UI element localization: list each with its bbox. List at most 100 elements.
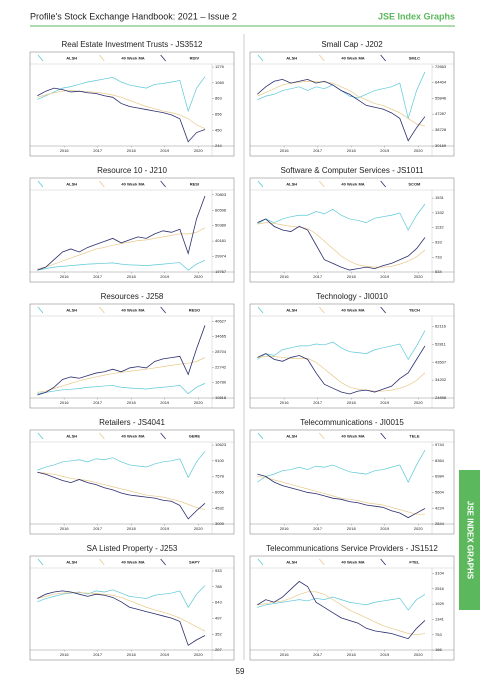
y-tick-label: 1069 bbox=[215, 80, 225, 85]
y-tick-label: 1132 bbox=[435, 225, 444, 230]
y-tick-label: 64404 bbox=[435, 79, 447, 84]
x-tick-label: 2020 bbox=[414, 652, 424, 657]
y-tick-label: 9744 bbox=[435, 442, 445, 447]
y-tick-label: 40181 bbox=[215, 238, 227, 243]
x-tick-label: 2020 bbox=[414, 274, 424, 279]
x-tick-label: 2019 bbox=[380, 400, 390, 405]
x-tick-label: 2019 bbox=[160, 274, 170, 279]
y-tick-label: 656 bbox=[215, 112, 222, 117]
y-tick-label: 72663 bbox=[435, 64, 447, 69]
legend-swatch bbox=[99, 558, 105, 566]
chart-title: Retailers - JS4041 bbox=[99, 418, 165, 427]
legend-swatch bbox=[319, 306, 325, 314]
x-tick-label: 2017 bbox=[93, 652, 103, 657]
chart-frame bbox=[249, 51, 455, 157]
legend-swatch bbox=[160, 432, 166, 440]
legend-label: 40 Week MA bbox=[121, 56, 144, 61]
header-title: Profile's Stock Exchange Handbook: 2021 … bbox=[30, 11, 237, 21]
legend-label: RESI bbox=[190, 182, 199, 187]
legend-label: ALSH bbox=[286, 560, 297, 565]
series-line bbox=[37, 590, 206, 646]
y-tick-label: 34202 bbox=[435, 377, 447, 382]
y-tick-label: 2516 bbox=[435, 586, 445, 591]
legend-swatch bbox=[257, 432, 264, 440]
x-tick-label: 2018 bbox=[347, 274, 357, 279]
y-tick-label: 1341 bbox=[435, 616, 445, 621]
series-line bbox=[37, 592, 206, 632]
series-line bbox=[257, 594, 426, 611]
legend-swatch bbox=[37, 432, 44, 440]
x-tick-label: 2020 bbox=[414, 400, 424, 405]
legend-swatch bbox=[380, 54, 386, 62]
y-tick-label: 207 bbox=[215, 647, 222, 652]
series-line bbox=[37, 357, 206, 393]
x-tick-label: 2018 bbox=[347, 148, 357, 153]
y-tick-label: 6984 bbox=[435, 474, 445, 479]
x-tick-label: 2016 bbox=[280, 526, 290, 531]
x-tick-label: 2017 bbox=[93, 148, 103, 153]
x-tick-label: 2020 bbox=[414, 526, 424, 531]
series-line bbox=[37, 259, 206, 271]
y-tick-label: 47287 bbox=[435, 111, 447, 116]
y-tick-label: 22742 bbox=[215, 364, 227, 369]
legend-label: SAPY bbox=[189, 560, 200, 565]
y-tick-label: 7578 bbox=[215, 474, 225, 479]
y-tick-label: 352 bbox=[215, 631, 222, 636]
legend-label: FTEL bbox=[409, 560, 420, 565]
x-tick-label: 2020 bbox=[194, 526, 204, 531]
series-line bbox=[257, 449, 426, 483]
legend-swatch bbox=[160, 558, 166, 566]
chart-title: Telecommunications - JI0015 bbox=[300, 418, 404, 427]
x-tick-label: 2018 bbox=[127, 526, 137, 531]
y-tick-label: 3104 bbox=[435, 571, 445, 576]
x-tick-label: 2020 bbox=[194, 148, 204, 153]
chart-title: Resources - J258 bbox=[101, 292, 164, 301]
x-tick-label: 2016 bbox=[280, 148, 290, 153]
x-tick-label: 2020 bbox=[194, 400, 204, 405]
chart-title: Real Estate Investment Trusts - JS3512 bbox=[62, 40, 204, 49]
y-tick-label: 450 bbox=[215, 127, 222, 132]
legend-swatch bbox=[380, 306, 386, 314]
y-tick-label: 5604 bbox=[435, 489, 445, 494]
page-number: 59 bbox=[236, 667, 245, 676]
legend-label: 40 Week MA bbox=[341, 560, 364, 565]
y-tick-label: 863 bbox=[215, 96, 222, 101]
legend-swatch bbox=[99, 306, 105, 314]
x-tick-label: 2017 bbox=[313, 148, 323, 153]
y-tick-label: 933 bbox=[435, 239, 442, 244]
legend-label: RESO bbox=[189, 308, 200, 313]
series-line bbox=[37, 76, 206, 113]
series-line bbox=[257, 218, 426, 271]
header-section: JSE Index Graphs bbox=[378, 11, 455, 21]
chart-title: Technology - JI0010 bbox=[316, 292, 388, 301]
legend-swatch bbox=[37, 180, 44, 188]
series-line bbox=[37, 451, 206, 479]
y-tick-label: 1531 bbox=[435, 195, 445, 200]
series-line bbox=[257, 580, 426, 640]
legend-label: 40 Week MA bbox=[121, 560, 144, 565]
x-tick-label: 2016 bbox=[280, 652, 290, 657]
legend-swatch bbox=[380, 180, 386, 188]
x-tick-label: 2019 bbox=[380, 652, 390, 657]
x-tick-label: 2018 bbox=[127, 274, 137, 279]
legend-label: 40 Week MA bbox=[121, 308, 144, 313]
series-line bbox=[37, 90, 206, 130]
y-tick-label: 1276 bbox=[215, 64, 225, 69]
x-tick-label: 2016 bbox=[60, 526, 70, 531]
x-tick-label: 2016 bbox=[280, 400, 290, 405]
legend-swatch bbox=[160, 54, 166, 62]
x-tick-label: 2019 bbox=[160, 148, 170, 153]
y-tick-label: 4224 bbox=[435, 505, 445, 510]
series-line bbox=[257, 473, 426, 519]
legend-swatch bbox=[319, 432, 325, 440]
series-line bbox=[257, 330, 426, 361]
y-tick-label: 10623 bbox=[215, 442, 227, 447]
legend-label: ALSH bbox=[66, 560, 77, 565]
legend-label: ALSH bbox=[286, 56, 297, 61]
chart-frame bbox=[29, 303, 235, 409]
y-tick-label: 50389 bbox=[215, 223, 227, 228]
series-line bbox=[257, 80, 426, 127]
x-tick-label: 2020 bbox=[414, 148, 424, 153]
series-line bbox=[37, 227, 206, 269]
legend-label: 40 Week MA bbox=[341, 308, 364, 313]
